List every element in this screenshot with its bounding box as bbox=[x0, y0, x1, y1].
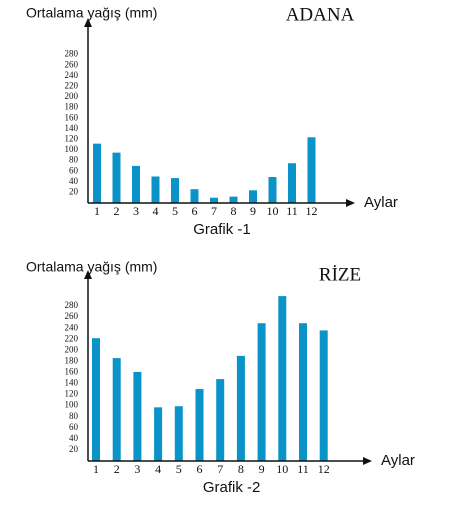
x-axis-label: Aylar bbox=[364, 194, 398, 211]
x-tick-label: 1 bbox=[93, 462, 99, 476]
x-tick-label: 12 bbox=[306, 204, 318, 218]
x-tick-label: 11 bbox=[297, 462, 309, 476]
x-tick-label: 9 bbox=[250, 204, 256, 218]
y-tick-label: 20 bbox=[69, 186, 79, 196]
bar bbox=[151, 176, 160, 203]
x-tick-label: 7 bbox=[217, 462, 223, 476]
y-tick-label: 120 bbox=[65, 133, 79, 143]
bar bbox=[112, 152, 121, 203]
bar bbox=[92, 338, 100, 461]
bar bbox=[288, 163, 296, 203]
x-tick-label: 3 bbox=[134, 462, 140, 476]
y-tick-label: 80 bbox=[69, 411, 79, 421]
x-tick-label: 7 bbox=[211, 204, 217, 218]
x-tick-label: 10 bbox=[267, 204, 279, 218]
bar bbox=[174, 406, 183, 461]
x-axis-label: Aylar bbox=[381, 452, 415, 469]
x-tick-label: 2 bbox=[114, 204, 120, 218]
x-tick-label: 8 bbox=[238, 462, 244, 476]
y-tick-label: 40 bbox=[69, 433, 79, 443]
y-tick-label: 240 bbox=[65, 70, 79, 80]
x-tick-label: 4 bbox=[153, 204, 159, 218]
x-tick-label: 5 bbox=[176, 462, 182, 476]
bar bbox=[133, 371, 142, 461]
bar bbox=[216, 379, 225, 461]
y-tick-label: 200 bbox=[65, 344, 79, 354]
y-tick-label: 180 bbox=[65, 102, 79, 112]
bar bbox=[154, 407, 163, 461]
bar bbox=[299, 323, 307, 461]
bar bbox=[307, 137, 316, 203]
y-tick-label: 160 bbox=[65, 367, 79, 377]
chart-title: ADANA bbox=[286, 4, 355, 25]
x-tick-label: 10 bbox=[276, 462, 288, 476]
bar bbox=[190, 189, 199, 203]
caption: Grafik -2 bbox=[203, 479, 261, 496]
bar bbox=[229, 196, 238, 203]
x-tick-label: 3 bbox=[133, 204, 139, 218]
bar bbox=[268, 177, 277, 203]
x-axis-arrow bbox=[363, 457, 372, 465]
x-tick-label: 9 bbox=[259, 462, 265, 476]
y-tick-label: 140 bbox=[65, 378, 79, 388]
bar bbox=[249, 190, 257, 203]
y-tick-label: 240 bbox=[65, 322, 79, 332]
y-tick-label: 220 bbox=[65, 80, 79, 90]
bar bbox=[93, 143, 101, 203]
y-tick-label: 60 bbox=[69, 422, 79, 432]
x-tick-label: 2 bbox=[114, 462, 120, 476]
y-tick-label: 220 bbox=[65, 333, 79, 343]
x-tick-label: 11 bbox=[286, 204, 298, 218]
y-axis-label: Ortalama yağış (mm) bbox=[26, 259, 157, 275]
y-tick-label: 200 bbox=[65, 91, 79, 101]
y-axis-arrow bbox=[84, 270, 92, 279]
x-tick-label: 1 bbox=[94, 204, 100, 218]
bar bbox=[236, 355, 245, 461]
y-tick-label: 260 bbox=[65, 59, 79, 69]
x-tick-label: 12 bbox=[318, 462, 330, 476]
bar bbox=[257, 323, 266, 461]
x-tick-label: 6 bbox=[197, 462, 203, 476]
bar bbox=[132, 165, 140, 203]
y-tick-label: 280 bbox=[65, 300, 79, 310]
y-axis-arrow bbox=[84, 18, 92, 27]
y-tick-label: 140 bbox=[65, 123, 79, 133]
chart-title: RİZE bbox=[319, 264, 361, 285]
y-tick-label: 20 bbox=[69, 444, 79, 454]
caption: Grafik -1 bbox=[193, 221, 251, 238]
bar bbox=[210, 197, 218, 203]
bar bbox=[195, 389, 204, 461]
y-tick-label: 80 bbox=[69, 155, 79, 165]
y-tick-label: 100 bbox=[65, 144, 79, 154]
x-tick-label: 8 bbox=[231, 204, 237, 218]
y-tick-label: 100 bbox=[65, 400, 79, 410]
x-tick-label: 5 bbox=[172, 204, 178, 218]
y-tick-label: 120 bbox=[65, 389, 79, 399]
bar bbox=[112, 358, 121, 461]
y-tick-label: 280 bbox=[65, 49, 79, 59]
y-tick-label: 60 bbox=[69, 165, 79, 175]
bar bbox=[278, 296, 287, 461]
y-tick-label: 180 bbox=[65, 355, 79, 365]
y-tick-label: 160 bbox=[65, 112, 79, 122]
y-tick-label: 40 bbox=[69, 176, 79, 186]
x-tick-label: 4 bbox=[155, 462, 161, 476]
x-tick-label: 6 bbox=[192, 204, 198, 218]
y-tick-label: 260 bbox=[65, 311, 79, 321]
y-axis-label: Ortalama yağış (mm) bbox=[26, 5, 157, 21]
bar bbox=[171, 178, 179, 203]
x-axis-arrow bbox=[346, 199, 355, 207]
bar bbox=[319, 330, 328, 461]
